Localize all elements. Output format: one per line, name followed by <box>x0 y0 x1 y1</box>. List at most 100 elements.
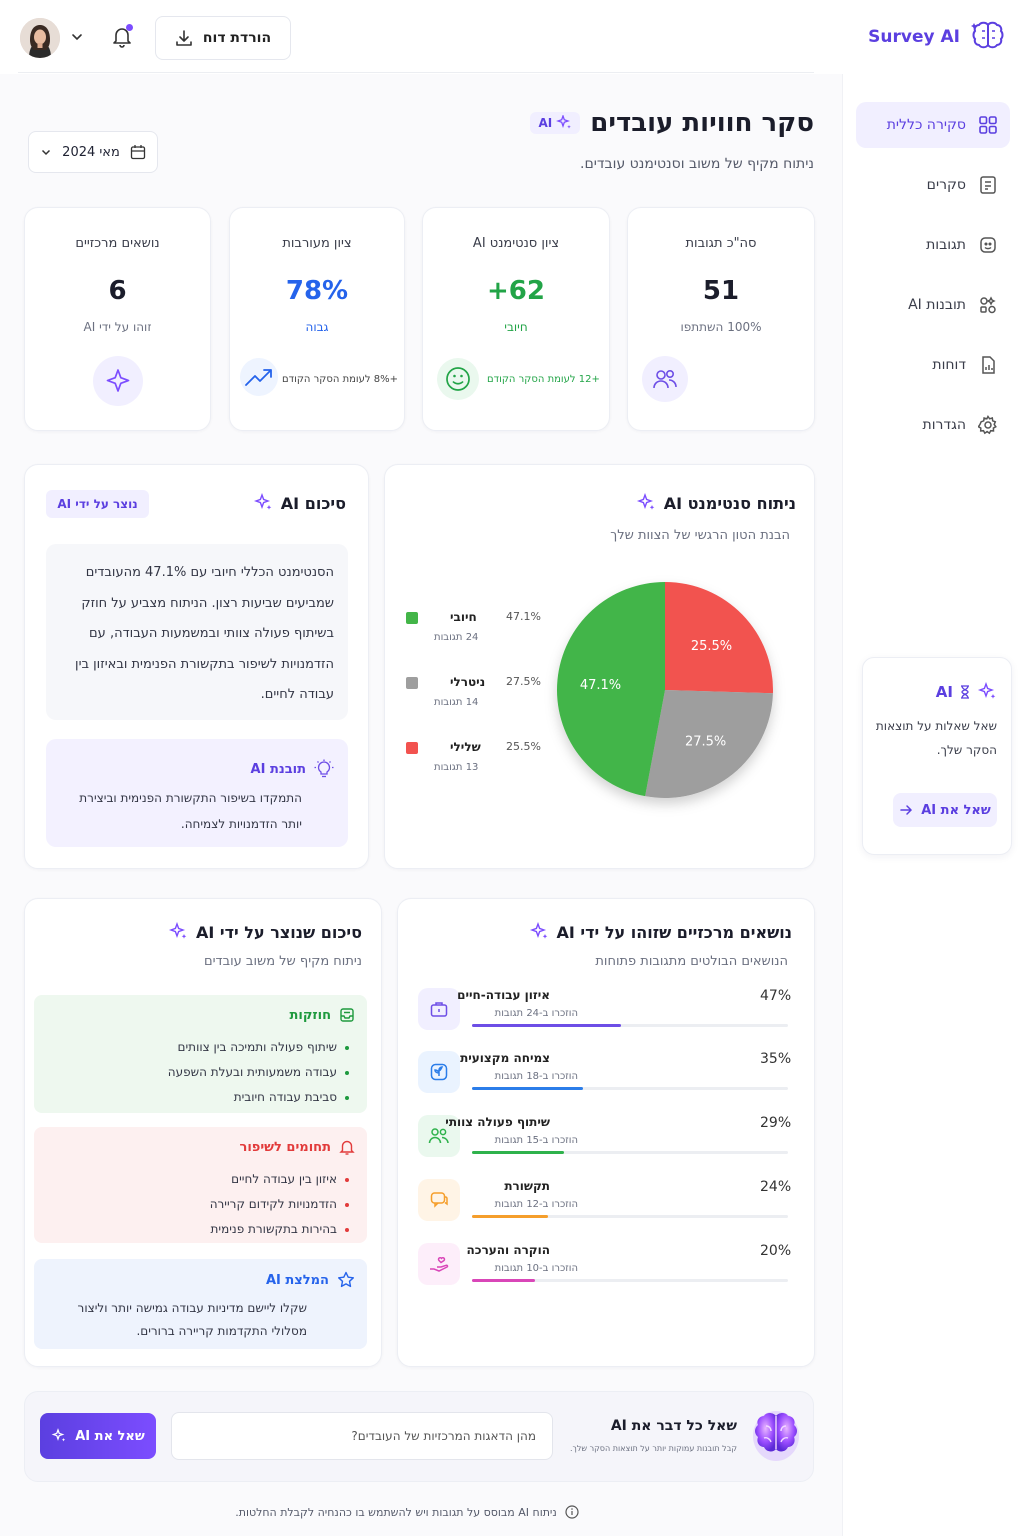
topics-subtitle: הנושאים הבולטים מתגובות פתוחות <box>595 954 788 969</box>
recommendation-box: המלצת AI שקלו ליישם מדיניות עבודה גמישה … <box>34 1259 367 1349</box>
legend-percent: 25.5% <box>506 740 541 753</box>
ask-ai-button[interactable]: שאל את AI <box>40 1413 156 1459</box>
date-filter[interactable]: מאי 2024 <box>28 131 158 173</box>
improvement-title: תחומים לשיפור <box>239 1139 331 1155</box>
sidebar-item-ai-insights[interactable]: תובנות AI <box>856 282 1010 328</box>
briefcase-icon <box>418 988 460 1030</box>
sidebar-ask-ai-card: AI שאל שאלות על תוצאות הסקר שלך. שאל את … <box>862 657 1012 855</box>
ai-summary-title: סיכום AI <box>253 493 346 513</box>
list-item: עבודה משמעותית ובעלת השפעה <box>168 1060 349 1085</box>
sentiment-title-text: ניתוח סנטימנט AI <box>663 493 796 513</box>
topic-name: תקשורת <box>504 1179 550 1193</box>
pie-slice <box>665 582 773 694</box>
sparkle-icon <box>556 115 572 129</box>
improvement-text: איזון בין עבודה לחיים <box>231 1172 337 1186</box>
survey-icon <box>978 175 998 195</box>
strength-text: סביבת עבודה חיובית <box>233 1090 337 1104</box>
date-filter-value: מאי 2024 <box>62 144 120 160</box>
stat-sub: גבוה <box>305 320 329 334</box>
user-avatar[interactable] <box>20 18 60 58</box>
chevron-down-icon <box>40 146 52 158</box>
stat-label: נושאים מרכזיים <box>75 236 160 251</box>
sparkle-icon <box>253 493 273 513</box>
improvement-text: בהירות בתקשורת פנימית <box>210 1222 338 1236</box>
sidebar-item-responses[interactable]: תגובות <box>856 222 1010 268</box>
list-item: בהירות בתקשורת פנימית <box>210 1217 349 1242</box>
topic-percent: 20% <box>760 1243 792 1259</box>
chevron-down-icon[interactable] <box>70 30 84 44</box>
gear-icon <box>978 415 998 435</box>
topic-percent: 35% <box>760 1051 792 1067</box>
ai-generated-badge: נוצר על ידי AI <box>46 490 149 518</box>
topic-name: הוקרה והערכה <box>466 1243 550 1257</box>
notification-dot <box>126 24 133 31</box>
topic-percent: 47% <box>760 988 792 1004</box>
brand[interactable]: Survey AI <box>868 20 1006 54</box>
topic-count: הוזכרו ב-24 תגובות <box>494 1008 578 1019</box>
download-report-button[interactable]: הורדת דוח <box>155 16 291 60</box>
recommendation-text: שקלו ליישם מדיניות עבודה גמישה יותר וליצ… <box>77 1301 307 1338</box>
topic-bar-fill <box>472 1279 536 1282</box>
legend-name: ניטרלי <box>450 675 486 689</box>
sidebar-item-overview[interactable]: סקירה כללית <box>856 102 1010 148</box>
sentiment-pie-chart: 25.5% 27.5% 47.1% <box>556 582 773 798</box>
sparkle-icon <box>636 493 656 513</box>
info-icon <box>565 1505 579 1519</box>
download-icon <box>175 29 193 47</box>
sidebar-item-label: תובנות AI <box>908 297 966 313</box>
ask-title: שאל כל דבר את AI <box>610 1418 737 1434</box>
stat-card-total-responses: סה"כ תגובות 51 100% השתתפו <box>627 207 815 431</box>
growth-icon <box>418 1051 460 1093</box>
stat-sub: 100% השתתפו <box>680 320 762 334</box>
topic-row: צמיחה מקצועית הוזכרו ב-18 תגובות 35% <box>418 1051 792 1103</box>
ask-ai-input[interactable]: מהן הדאגות המרכזיות של העובדים? <box>171 1412 553 1460</box>
stat-label: סה"כ תגובות <box>685 236 757 251</box>
report-icon <box>978 355 998 375</box>
legend-percent: 27.5% <box>506 675 541 688</box>
stat-sub: חיובי <box>504 320 528 334</box>
sidebar-item-settings[interactable]: הגדרות <box>856 402 1010 448</box>
topic-bar-fill <box>472 1087 583 1090</box>
topic-row: שיתוף פעולה צוותי הוזכרו ב-15 תגובות 29% <box>418 1115 792 1167</box>
ask-ai-sidebar-button[interactable]: שאל את AI <box>893 793 997 827</box>
stat-value: 6 <box>108 276 127 306</box>
topic-count: הוזכרו ב-18 תגובות <box>494 1071 578 1082</box>
pie-label: 25.5% <box>691 639 732 654</box>
bell-icon[interactable] <box>112 26 132 48</box>
generated-summary-title: סיכום שנוצר על ידי AI <box>168 922 362 942</box>
ask-subtitle: קבל תובנות עמוקות יותר על תוצאות הסקר של… <box>569 1444 737 1453</box>
sidebar-item-reports[interactable]: דוחות <box>856 342 1010 388</box>
trend-up-icon <box>240 358 278 396</box>
sidebar-item-label: דוחות <box>932 357 966 373</box>
topic-bar <box>472 1215 788 1218</box>
users-icon <box>642 356 688 402</box>
header-divider <box>18 72 814 73</box>
stat-sub: זוהו על ידי AI <box>83 320 152 334</box>
list-item: איזון בין עבודה לחיים <box>210 1167 349 1192</box>
ask-card-title: AI <box>936 682 997 702</box>
page-title-text: סקר חוויות עובדים <box>590 108 814 138</box>
strengths-header: חוזקות <box>289 1007 355 1023</box>
sparkle-icon <box>977 682 997 702</box>
ai-insight-title: תובנת AI <box>250 761 306 777</box>
topic-bar <box>472 1024 788 1027</box>
topic-percent: 29% <box>760 1115 792 1131</box>
sentiment-subtitle: הבנת הטון הרגשי של הצוות שלך <box>610 528 790 543</box>
legend-swatch <box>406 612 418 624</box>
legend-count: 14 תגובות <box>434 697 479 708</box>
topic-count: הוזכרו ב-10 תגובות <box>494 1263 578 1274</box>
sidebar-item-surveys[interactable]: סקרים <box>856 162 1010 208</box>
download-label: הורדת דוח <box>202 30 272 46</box>
sparkle-icon <box>51 1428 67 1444</box>
strengths-box: חוזקות שיתוף פעולה ותמיכה בין צוותים עבו… <box>34 995 367 1113</box>
stat-card-engagement: ציון מעורבות 78% גבוה +8% לעומת הסקר הקו… <box>229 207 405 431</box>
sidebar-item-label: הגדרות <box>922 417 966 433</box>
legend-name: שלילי <box>450 740 481 754</box>
generated-summary-subtitle: ניתוח מקיף של משוב עובדים <box>203 954 362 969</box>
page-title: סקר חוויות עובדים AI <box>530 108 814 138</box>
topic-bar <box>472 1151 788 1154</box>
grid-icon <box>978 115 998 135</box>
sidebar-item-label: סקירה כללית <box>886 117 966 133</box>
ai-insight-box: תובנת AI התמקדו בשיפור התקשורת הפנימית ו… <box>46 739 348 847</box>
strengths-title: חוזקות <box>289 1007 331 1023</box>
